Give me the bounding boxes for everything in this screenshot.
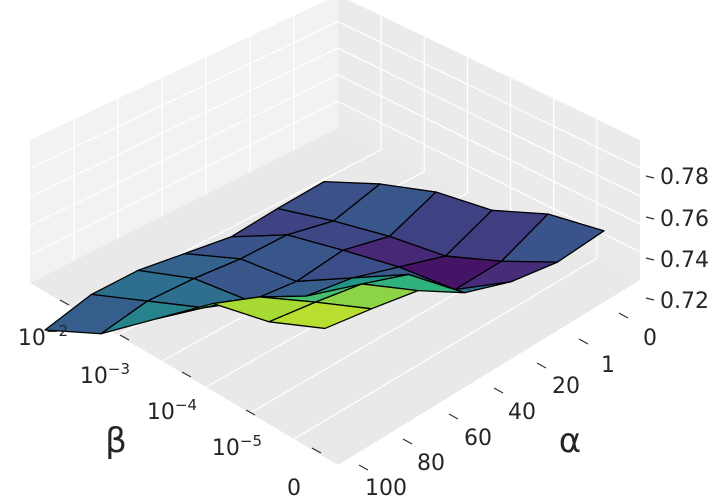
gridline: [293, 257, 598, 440]
y-tick-label: 10−3: [80, 360, 130, 389]
x-tick-mark: [578, 338, 589, 345]
gridline: [29, 100, 339, 255]
y-tick-mark: [245, 409, 256, 416]
x-tick-label: 20: [552, 374, 580, 399]
gridline: [29, 74, 339, 227]
y-tick-label: 10−4: [147, 396, 197, 425]
x-tick-labels: 0 1 20 40 60 80 100: [365, 326, 657, 500]
y-axis-title: β: [105, 421, 127, 461]
tick-marks: [59, 175, 655, 471]
x-tick-mark: [448, 413, 459, 420]
surface-patch: [268, 301, 373, 330]
y-tick-label: 10−5: [212, 432, 262, 461]
x-tick-label: 100: [365, 476, 407, 500]
x-tick-mark: [493, 387, 504, 394]
y-tick-mark: [181, 371, 192, 378]
x-tick-label: 60: [464, 426, 492, 451]
surface: [44, 180, 605, 335]
y-tick-label: 10−2: [18, 322, 68, 351]
y-tick-mark: [119, 334, 130, 341]
gridline: [337, 74, 641, 225]
x-tick-label: 1: [601, 353, 615, 378]
y-tick-mark: [59, 299, 70, 306]
z-tick-mark: [645, 175, 655, 179]
gridline: [29, 47, 339, 198]
z-tick-label: 0.76: [660, 207, 709, 232]
z-tick-mark: [645, 257, 655, 261]
right-pane: [338, 0, 640, 280]
x-tick-mark: [358, 464, 369, 471]
gridline: [337, 21, 641, 169]
y-tick-labels: 10−2 10−3 10−4 10−5 0: [18, 322, 301, 500]
x-tick-mark: [618, 312, 629, 319]
x-tick-label: 0: [643, 326, 657, 351]
x-tick-mark: [402, 438, 413, 445]
left-pane: [30, 0, 338, 283]
x-tick-label: 40: [508, 400, 536, 425]
gridline: [29, 21, 339, 170]
gridline: [337, 47, 641, 197]
y-tick-mark: [311, 447, 322, 454]
z-tick-mark: [645, 216, 655, 220]
y-tick-label: 0: [287, 476, 301, 500]
x-axis-title: α: [559, 421, 581, 461]
z-tick-labels: 0.72 0.74 0.76 0.78: [660, 165, 709, 314]
z-tick-label: 0.72: [660, 289, 709, 314]
x-tick-label: 80: [417, 451, 445, 476]
x-tick-mark: [536, 362, 547, 369]
z-tick-label: 0.74: [660, 248, 709, 273]
z-tick-label: 0.78: [660, 165, 709, 190]
z-tick-mark: [645, 297, 655, 301]
